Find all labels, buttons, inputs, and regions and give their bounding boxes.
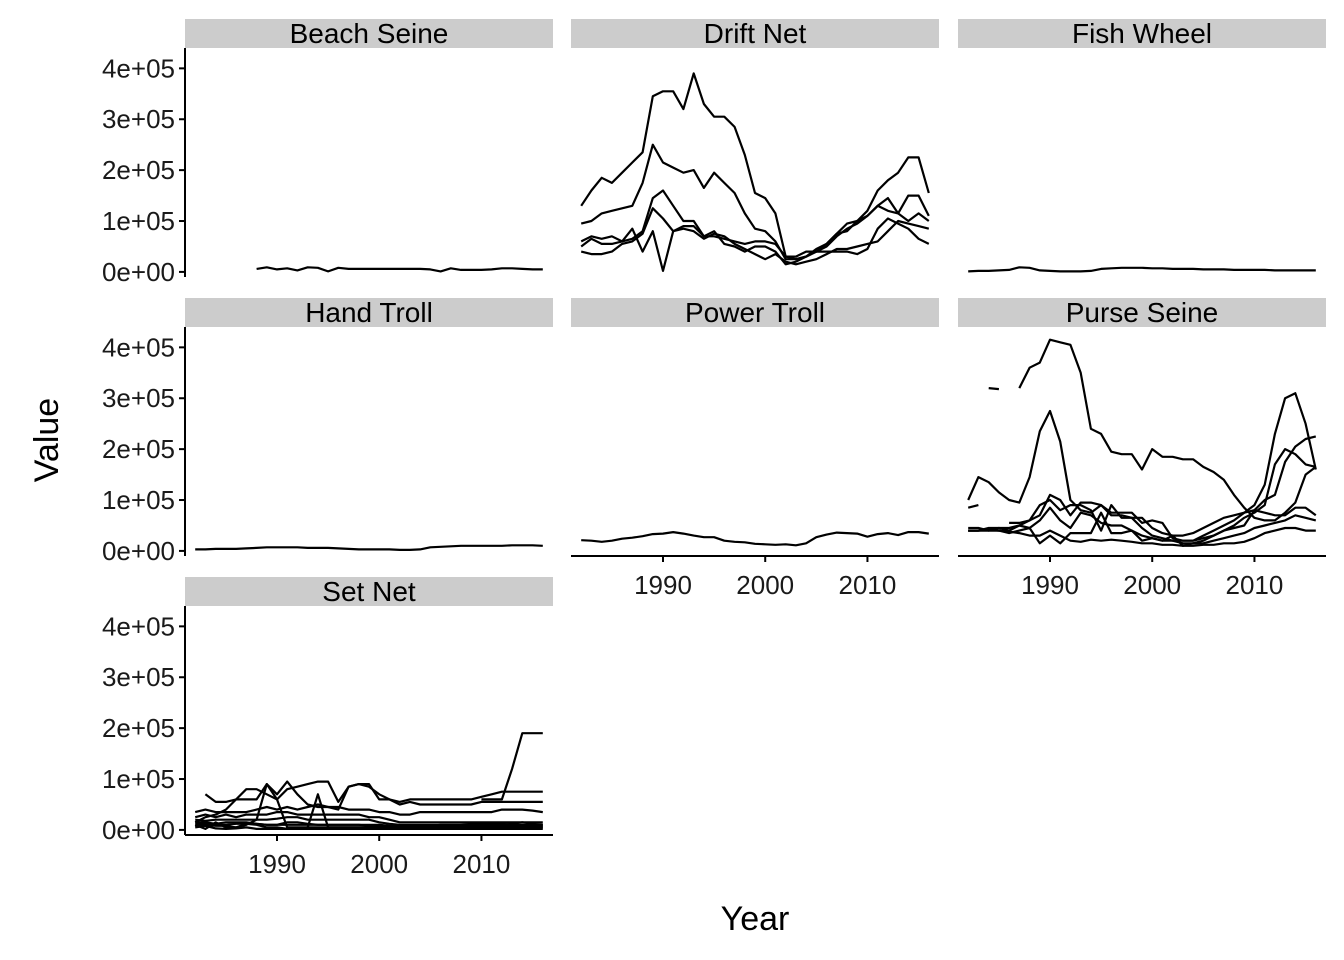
series-line (968, 506, 1317, 542)
series-line (1009, 448, 1317, 547)
series-line (968, 511, 1317, 545)
x-tick-label: 1990 (1021, 570, 1079, 600)
facet-panel: Drift Net (571, 18, 939, 272)
facet-panel: Set Net 0e+00 1e+05 2e+05 3e+05 4e+05 1990 2000… (102, 576, 553, 879)
facet-strip (185, 577, 553, 606)
x-tick-label: 2010 (1226, 570, 1284, 600)
x-tick-label: 2010 (839, 570, 897, 600)
series-line (580, 197, 930, 272)
series-line (988, 387, 1000, 391)
series-line (481, 732, 543, 801)
y-tick-label: 4e+05 (102, 611, 175, 641)
y-tick-label: 3e+05 (102, 383, 175, 413)
x-tick-label: 2000 (350, 849, 408, 879)
series-line (194, 780, 543, 824)
series-line (194, 803, 543, 816)
facet-panel: Power Troll 1990 2000 2010 (571, 297, 939, 600)
series-line (195, 544, 543, 552)
y-axis-title: Value (28, 398, 66, 482)
y-tick-label: 4e+05 (102, 53, 175, 83)
facet-strip-label: Purse Seine (1066, 297, 1219, 328)
y-tick-label: 1e+05 (102, 485, 175, 515)
facet-panel: Purse Seine 1990 2000 2010 (958, 297, 1326, 600)
facet-strip-label: Fish Wheel (1072, 18, 1212, 49)
facet-panel: Beach Seine 0e+00 1e+05 2e+05 3e+05 4e+05 (102, 18, 553, 287)
x-tick-label: 2000 (1123, 570, 1181, 600)
series-line (580, 207, 930, 266)
series-line (968, 266, 1316, 273)
series-line (195, 822, 543, 827)
x-tick-label: 1990 (248, 849, 306, 879)
series-line (968, 526, 1316, 547)
series-line (967, 504, 979, 509)
y-tick-label: 3e+05 (102, 104, 175, 134)
facet-strip (185, 19, 553, 48)
y-tick-label: 0e+00 (102, 815, 175, 845)
facet-panel: Fish Wheel (958, 18, 1326, 273)
y-tick-label: 0e+00 (102, 257, 175, 287)
facet-strip-label: Power Troll (685, 297, 825, 328)
facet-panels: Beach Seine 0e+00 1e+05 2e+05 3e+05 4e+05 Drif… (102, 18, 1326, 879)
facet-strip (571, 19, 939, 48)
series-line (1018, 338, 1317, 522)
facet-strip (571, 298, 939, 327)
facet-strip (958, 19, 1326, 48)
x-axis-title: Year (721, 900, 790, 938)
y-tick-label: 2e+05 (102, 713, 175, 743)
series-line (195, 782, 543, 829)
facet-strip-label: Hand Troll (305, 297, 433, 328)
x-tick-label: 2000 (736, 570, 794, 600)
y-tick-label: 1e+05 (102, 206, 175, 236)
series-line (256, 266, 543, 273)
y-tick-label: 4e+05 (102, 332, 175, 362)
x-tick-label: 2010 (453, 849, 511, 879)
x-tick-label: 1990 (634, 570, 692, 600)
series-line (195, 824, 543, 831)
y-tick-label: 3e+05 (102, 662, 175, 692)
facet-strip (958, 298, 1326, 327)
facet-panel: Hand Troll 0e+00 1e+05 2e+05 3e+05 4e+05 (102, 297, 553, 566)
series-line (580, 72, 930, 261)
y-tick-label: 1e+05 (102, 764, 175, 794)
y-tick-label: 2e+05 (102, 155, 175, 185)
series-line (204, 780, 543, 811)
y-tick-label: 0e+00 (102, 536, 175, 566)
y-tick-label: 2e+05 (102, 434, 175, 464)
facet-strip-label: Beach Seine (290, 18, 449, 49)
facet-strip (185, 298, 553, 327)
facet-strip-label: Drift Net (704, 18, 807, 49)
series-line (581, 530, 929, 547)
series-line (967, 392, 1317, 542)
series-line (194, 810, 543, 824)
facet-strip-label: Set Net (322, 576, 416, 607)
